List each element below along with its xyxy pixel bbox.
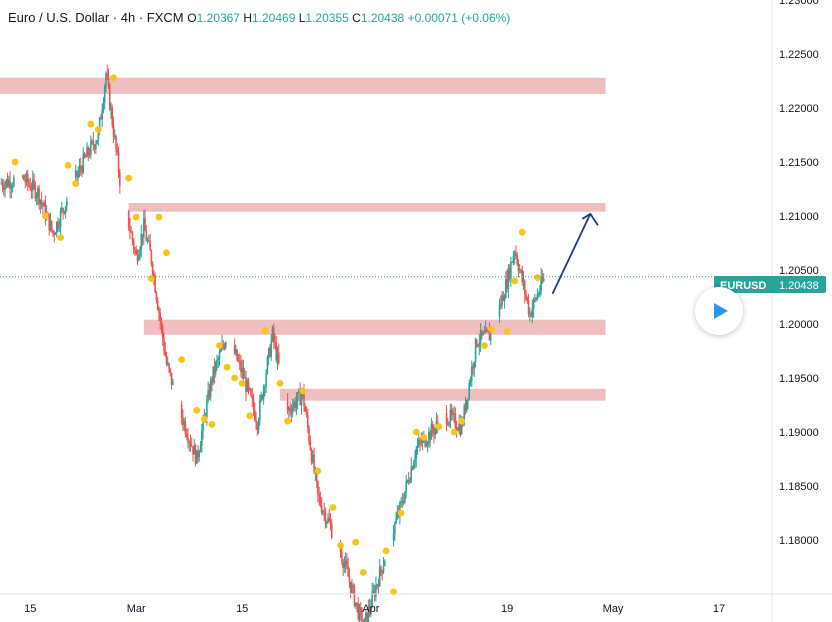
pivot-marker (163, 249, 170, 257)
pivot-marker (94, 126, 102, 133)
pivot-marker (110, 74, 117, 82)
pivot-marker (132, 213, 140, 221)
pivot-marker (518, 228, 526, 236)
time-tick-label: Mar (127, 603, 146, 615)
pivot-marker (480, 342, 488, 349)
pivot-marker (178, 356, 186, 364)
pivot-marker (511, 277, 519, 285)
pivot-marker (42, 212, 49, 220)
pivot-marker (299, 387, 307, 395)
high-label: H (243, 11, 252, 25)
price-tick-label: 1.23000 (779, 0, 819, 7)
pivot-marker (412, 428, 420, 436)
pivot-marker (435, 423, 443, 430)
pivot-marker (488, 326, 496, 333)
pivot-marker (261, 327, 269, 334)
ohlc-readout: O1.20367 H1.20469 L1.20355 C1.20438 +0.0… (187, 11, 510, 25)
pivot-marker (503, 328, 511, 335)
pivot-marker (193, 407, 201, 414)
pivot-marker (276, 380, 284, 387)
time-tick-label: 17 (713, 603, 725, 615)
price-tick-label: 1.19000 (779, 427, 819, 439)
pivot-marker (329, 504, 337, 511)
price-tag-value: 1.20438 (779, 280, 819, 292)
price-tick-label: 1.22000 (779, 103, 819, 115)
play-button[interactable] (695, 287, 743, 335)
pivot-marker (359, 569, 367, 576)
low-label: L (298, 11, 306, 25)
time-tick-label: 15 (236, 603, 248, 615)
pivot-marker (72, 180, 80, 188)
pivot-marker (337, 542, 344, 549)
price-tick-label: 1.18000 (779, 535, 819, 547)
pivot-marker (64, 161, 72, 169)
close-label: C (352, 11, 361, 25)
pivot-marker (231, 374, 239, 382)
price-tick-label: 1.20000 (779, 319, 819, 331)
pivot-marker (352, 538, 360, 546)
price-tag-symbol: EURUSD (720, 280, 767, 292)
price-tick-label: 1.22500 (779, 49, 819, 61)
price-tag: EURUSD 1.20438 (714, 276, 826, 293)
markers (11, 74, 541, 596)
price-tick-label: 1.19500 (779, 373, 819, 385)
pivot-marker (200, 415, 208, 423)
price-tick-label: 1.20500 (779, 265, 819, 277)
price-tick-label: 1.21000 (779, 211, 819, 223)
time-tick-label: Apr (362, 603, 379, 615)
projection-arrowhead (581, 212, 599, 226)
timeframe[interactable]: 4h (120, 10, 136, 25)
price-axis[interactable]: 1.18000 1.18500 1.19000 1.19500 1.20000 1.205… (779, 0, 819, 547)
price-tick-label: 1.18500 (779, 481, 819, 493)
pivot-marker (246, 412, 254, 420)
plot-area[interactable] (0, 0, 772, 594)
time-tick-label: 19 (501, 603, 513, 615)
open-value: 1.20367 (196, 11, 240, 25)
change-value: +0.00071 (+0.06%) (407, 11, 511, 25)
pivot-marker (87, 120, 95, 128)
pivot-marker (216, 342, 223, 349)
price-tag-bg (714, 276, 826, 293)
pivot-marker (420, 434, 428, 441)
time-axis[interactable]: 15 Mar 15 Apr 19 May 17 (24, 603, 725, 615)
projection-arrow (551, 213, 592, 295)
pivot-marker (284, 417, 292, 425)
candles (0, 64, 545, 622)
pivot-marker (397, 509, 405, 517)
pivot-marker (208, 421, 216, 428)
symbol-name[interactable]: Euro / U.S. Dollar (8, 10, 110, 25)
time-tick-label: May (603, 603, 624, 615)
pivot-marker (155, 213, 163, 221)
pivot-marker (238, 380, 246, 387)
close-value: 1.20438 (360, 11, 405, 25)
pivot-marker (450, 428, 458, 436)
pivot-marker (382, 547, 390, 555)
pivot-marker (125, 174, 133, 182)
chart-header: Euro / U.S. Dollar · 4h · FXCM O1.20367 … (8, 10, 511, 25)
zone-1[interactable] (0, 77, 606, 94)
pivot-marker (223, 363, 231, 371)
zone-3[interactable] (143, 319, 606, 335)
zones (0, 77, 606, 401)
pivot-marker (11, 158, 19, 166)
high-value: 1.20469 (252, 11, 296, 25)
pivot-marker (458, 417, 466, 425)
pivot-marker (533, 274, 541, 281)
price-tick-label: 1.21500 (779, 157, 819, 169)
time-tick-label: 15 (24, 603, 36, 615)
pivot-marker (314, 467, 322, 475)
low-value: 1.20355 (305, 11, 349, 25)
pivot-marker (57, 234, 64, 242)
open-label: O (187, 11, 197, 25)
zone-4[interactable] (280, 388, 606, 401)
zone-2[interactable] (128, 203, 606, 212)
exchange: FXCM (146, 10, 184, 25)
